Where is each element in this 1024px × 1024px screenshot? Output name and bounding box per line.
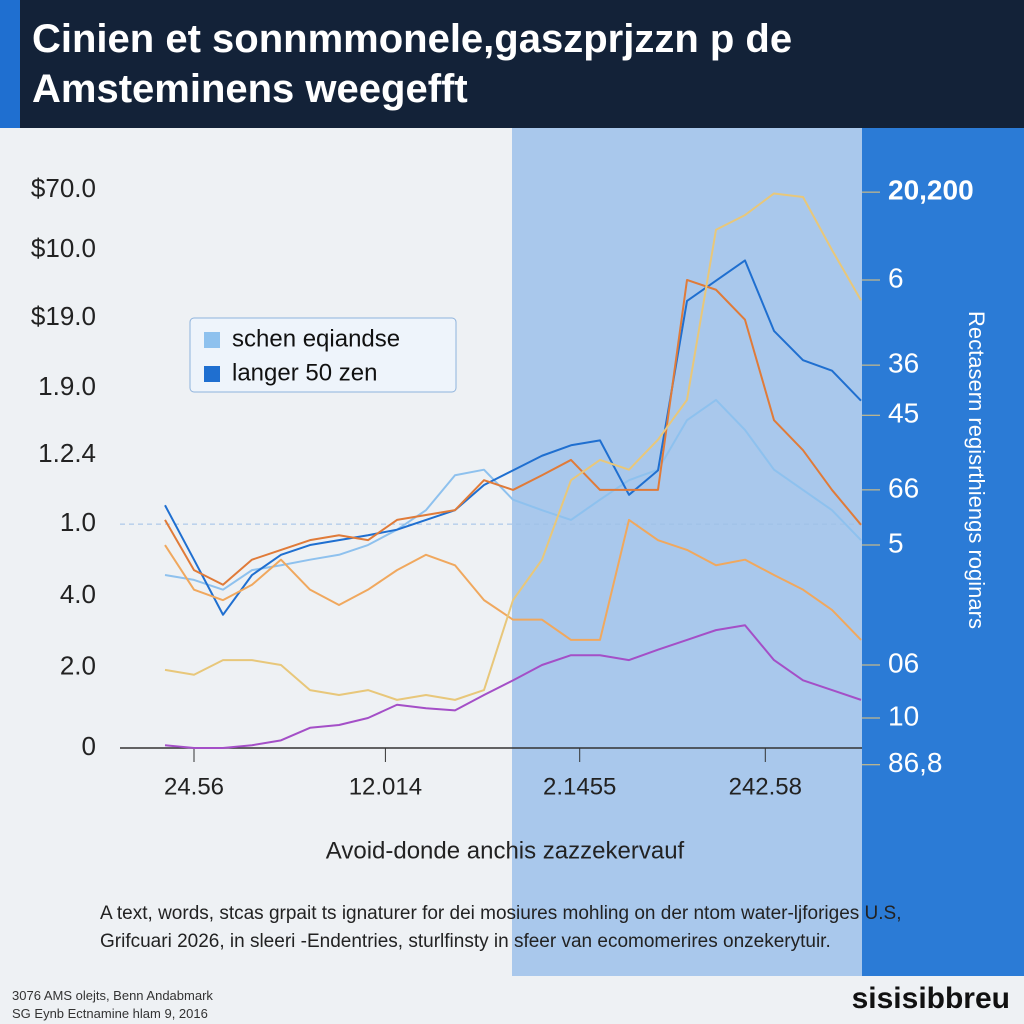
y2-tick-label: 20,200 (888, 174, 974, 205)
source: 3076 AMS olejts, Benn Andabmark (12, 988, 213, 1003)
series-line (164, 624, 862, 749)
y2-tick-label: 06 (888, 647, 919, 678)
source: SG Eynb Ectnamine hlam 9, 2016 (12, 1006, 208, 1021)
legend-swatch (204, 366, 220, 382)
legend: schen eqiandse langer 50 zen (189, 317, 457, 393)
y2-tick-label: 86,8 (888, 747, 943, 778)
y-tick-label: 4.0 (60, 579, 96, 609)
x-tick-label: 24.56 (164, 773, 224, 800)
y2-tick-label: 10 (888, 700, 919, 731)
series-line (164, 192, 862, 701)
series-line (164, 259, 862, 616)
x-tick-label: 242.58 (729, 773, 802, 800)
y-tick-label: 1.2.4 (38, 438, 96, 468)
title-band (0, 0, 1024, 128)
y-tick-label: 1.9.0 (38, 371, 96, 401)
right-panel (862, 128, 1024, 976)
y-tick-label: $19.0 (31, 301, 96, 331)
brand: sisisibbreu (851, 982, 1010, 1015)
x-tick-label: 2.1455 (543, 773, 616, 800)
y2-tick-label: 45 (888, 398, 919, 429)
y-tick-label: 1.0 (60, 507, 96, 537)
legend-label: schen eqiandse (232, 325, 400, 352)
legend-label: langer 50 zen (232, 359, 377, 386)
y2-tick-label: 66 (888, 472, 919, 503)
y2-tick-label: 6 (888, 262, 904, 293)
x-tick-label: 12.014 (349, 773, 422, 800)
legend-box (189, 317, 457, 393)
x-axis-label: Avoid-donde anchis zazzekervauf (326, 837, 685, 864)
series-line (164, 278, 862, 586)
y2-tick-label: 5 (888, 527, 904, 558)
y2-tick-label: 36 (888, 347, 919, 378)
y-tick-label: 0 (82, 731, 96, 761)
series-line (164, 398, 862, 591)
footnote: A text, words, stcas grpait ts ignaturer… (100, 903, 902, 952)
y-tick-label: $70.0 (31, 173, 96, 203)
y2-axis-label: Rectasern regisrthiengs roginars (964, 311, 989, 629)
y-tick-label: $10.0 (31, 233, 96, 263)
title-accent (0, 0, 20, 128)
chart-title: Cinien et sonnmmonele,gaszprjzzn p de Am… (32, 17, 793, 111)
shaded-region (512, 128, 862, 976)
y-tick-label: 2.0 (60, 651, 96, 681)
series-line (164, 518, 862, 641)
legend-swatch (204, 332, 220, 348)
